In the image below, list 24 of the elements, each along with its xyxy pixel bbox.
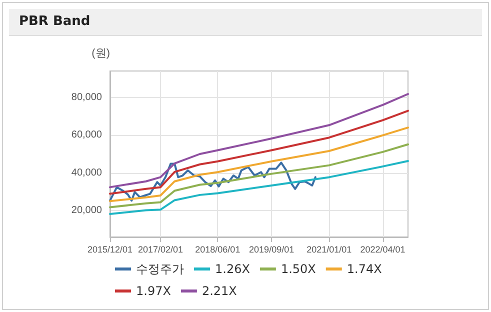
- y-tick-label: 20,000: [71, 205, 102, 216]
- x-tick-label: 2021/01/01: [306, 244, 352, 254]
- x-tick-label: 2022/04/01: [360, 244, 406, 254]
- legend-label: 1.97X: [136, 284, 171, 298]
- y-axis-title: (원): [92, 48, 110, 60]
- chart-title: PBR Band: [19, 14, 90, 29]
- legend-label: 2.21X: [202, 284, 237, 298]
- line-series: [109, 110, 409, 195]
- line-series: [109, 126, 409, 202]
- x-tick-label: 2018/06/01: [195, 244, 240, 254]
- x-tick-label: 2015/12/01: [87, 244, 133, 254]
- legend-label: 수정주가: [136, 262, 184, 276]
- legend-label: 1.50X: [280, 262, 316, 276]
- legend-label: 1.26X: [215, 262, 250, 276]
- line-series: [109, 162, 316, 202]
- line-series: [109, 93, 409, 188]
- y-tick-label: 40,000: [71, 167, 102, 178]
- line-series: [109, 143, 409, 208]
- legend-label: 1.74X: [346, 262, 382, 276]
- x-tick-label: 2017/02/01: [138, 244, 183, 254]
- y-tick-label: 60,000: [71, 130, 102, 141]
- y-tick-label: 80,000: [71, 92, 102, 103]
- x-tick-label: 2019/09/01: [249, 244, 294, 254]
- line-series: [109, 160, 409, 215]
